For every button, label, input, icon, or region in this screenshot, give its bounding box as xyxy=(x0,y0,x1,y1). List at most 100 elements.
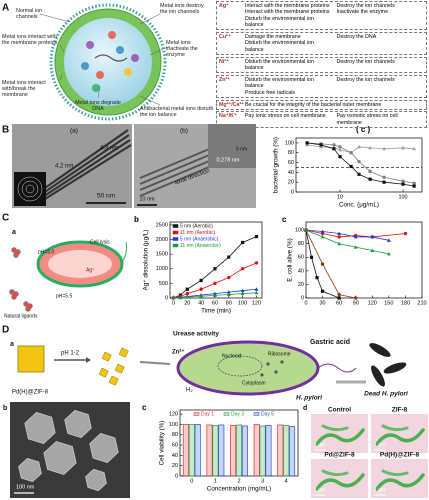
label: 4.2 nm xyxy=(55,164,73,170)
x-tick-label: 120 xyxy=(368,300,377,306)
mechanism-table: Ag⁺ Interact with the membrane proteins De… xyxy=(216,1,427,130)
panel-letter: c xyxy=(282,215,287,224)
label: Zn²⁺ xyxy=(172,349,185,356)
marker xyxy=(337,231,342,236)
label: 1 μm xyxy=(374,442,385,448)
ion: Ni²⁺ xyxy=(219,58,229,65)
effects: Disturb the environmental ion balance Des… xyxy=(245,59,424,72)
illustration xyxy=(96,71,104,79)
marker xyxy=(403,231,408,236)
legend-label: Day 3 xyxy=(231,411,244,417)
label: Control xyxy=(328,407,351,414)
effect: Destroy the ion channels xyxy=(336,3,395,9)
bar xyxy=(212,425,219,477)
x-axis-label: Concentration (mg/mL) xyxy=(207,486,271,493)
series-line xyxy=(173,292,257,299)
marker xyxy=(304,228,308,232)
table-row: Zn²⁺ Disturb the environmental ion balanc… xyxy=(216,74,427,98)
x-axis-label: Time (min) xyxy=(201,308,231,315)
illustration xyxy=(98,367,109,378)
marker xyxy=(241,240,245,245)
y-tick-label: 1000 xyxy=(156,266,168,272)
bar xyxy=(230,425,237,477)
label: ZIF-8 xyxy=(392,407,408,414)
y-tick-label: 20 xyxy=(288,180,294,186)
marker xyxy=(412,184,416,188)
marker xyxy=(213,291,217,296)
bar xyxy=(218,424,225,477)
label: 1 μm xyxy=(314,487,325,493)
table-row: Ni²⁺ Disturb the environmental ion balanc… xyxy=(216,56,427,74)
panel-letter: b xyxy=(134,215,139,224)
marker xyxy=(338,155,342,159)
legend-swatch xyxy=(172,243,179,248)
marker xyxy=(213,293,217,297)
micrograph xyxy=(381,469,409,477)
marker xyxy=(338,145,342,149)
y-tick-label: 40 xyxy=(172,453,178,459)
legend-swatch xyxy=(172,224,179,228)
illustration xyxy=(114,363,125,374)
marker xyxy=(349,164,353,169)
marker xyxy=(213,267,217,271)
illustration xyxy=(208,124,256,168)
ion: Cu²⁺ xyxy=(219,33,231,40)
y-tick-label: 2000 xyxy=(156,237,168,243)
y-tick-label: 100 xyxy=(169,422,178,428)
x-tick-label: 40 xyxy=(198,300,204,306)
marker xyxy=(354,296,358,300)
marker xyxy=(386,238,391,242)
x-tick-label: 60 xyxy=(336,300,342,306)
marker xyxy=(254,261,259,265)
illustration xyxy=(149,45,171,56)
panel-letter: D xyxy=(2,325,9,336)
panel-letter: B xyxy=(2,125,9,136)
y-tick-label: 80 xyxy=(172,432,178,438)
series-line xyxy=(307,142,415,184)
legend-label: Day 5 xyxy=(261,411,274,417)
illustration xyxy=(139,95,161,106)
y-tick-label: 40 xyxy=(298,268,304,274)
panel-letter: c xyxy=(142,403,147,412)
illustration xyxy=(260,373,264,377)
legend-label: Day 1 xyxy=(201,411,214,417)
series-line xyxy=(307,144,415,154)
y-tick-label: 0 xyxy=(165,295,168,301)
marker xyxy=(401,182,405,186)
illustration xyxy=(25,306,31,312)
bar xyxy=(241,425,248,477)
marker xyxy=(353,234,358,239)
label: Natural ligands xyxy=(4,313,38,319)
label: (b) xyxy=(180,128,188,135)
label: Cell lysis xyxy=(90,239,110,245)
series-line xyxy=(305,229,389,255)
x-tick-label: 100 xyxy=(238,300,247,306)
micrograph xyxy=(321,424,349,432)
marker xyxy=(315,276,319,280)
effect: Inactivate the enzyme xyxy=(336,9,389,16)
legend-swatch xyxy=(223,412,230,416)
diagram-label: Metal ions interact with/break the membr… xyxy=(2,80,46,99)
illustration xyxy=(139,361,171,365)
marker xyxy=(386,251,391,256)
label: Nucleoid xyxy=(222,353,242,359)
illustration xyxy=(81,62,89,70)
legend-swatch xyxy=(172,237,179,241)
marker xyxy=(368,177,372,181)
effects: Interact with the membrane proteins Destr… xyxy=(245,3,424,28)
effect: Pay ionic stress on cell membrane xyxy=(245,113,326,120)
ion: Na⁺/K⁺ xyxy=(219,113,237,120)
illustration xyxy=(274,370,278,374)
x-tick-label: 1 xyxy=(214,478,217,484)
illustration xyxy=(24,412,56,444)
x-tick-label: 3 xyxy=(261,478,264,484)
bar xyxy=(289,426,296,477)
y-tick-label: 60 xyxy=(298,255,304,261)
bar xyxy=(194,424,201,477)
y-tick-label: 80 xyxy=(288,150,294,156)
illustration xyxy=(369,343,391,357)
illustration xyxy=(108,31,116,39)
x-tick-label: 180 xyxy=(401,300,410,306)
effect: Be crucial for the integrity of the bact… xyxy=(245,101,382,108)
